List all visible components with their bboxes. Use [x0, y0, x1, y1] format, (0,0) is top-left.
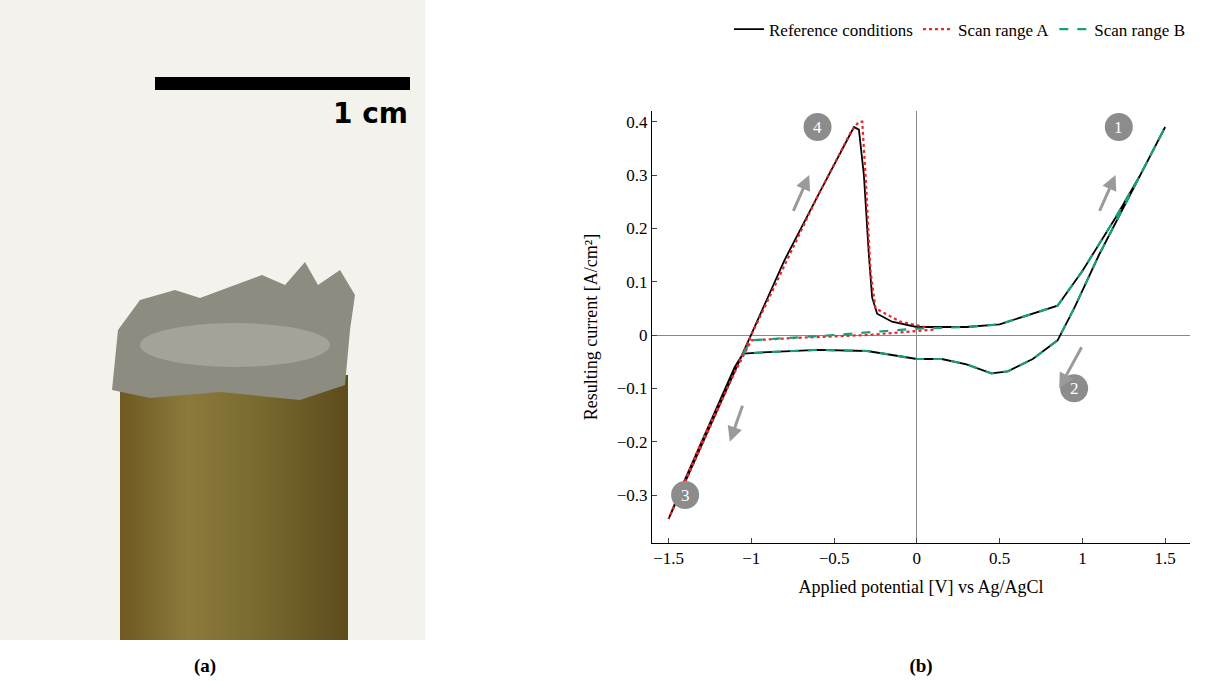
svg-text:0: 0 — [639, 326, 648, 345]
svg-text:−0.3: −0.3 — [617, 486, 648, 505]
svg-text:1.5: 1.5 — [1155, 549, 1176, 568]
svg-text:1: 1 — [1114, 118, 1123, 137]
svg-text:−1: −1 — [742, 549, 760, 568]
svg-text:Reference conditions: Reference conditions — [769, 21, 913, 40]
svg-text:0.2: 0.2 — [626, 219, 647, 238]
svg-text:−0.1: −0.1 — [617, 379, 648, 398]
svg-text:Applied potential [V] vs Ag/Ag: Applied potential [V] vs Ag/AgCl — [799, 577, 1044, 597]
svg-text:−0.2: −0.2 — [617, 433, 648, 452]
svg-text:2: 2 — [1070, 379, 1079, 398]
svg-text:0.5: 0.5 — [989, 549, 1010, 568]
svg-text:−1.5: −1.5 — [653, 549, 684, 568]
html-text:(a): (a) — [193, 655, 217, 676]
svg-text:0: 0 — [913, 549, 922, 568]
svg-text:1: 1 — [1078, 549, 1087, 568]
svg-text:0.1: 0.1 — [626, 273, 647, 292]
svg-text:Resulting current [A/cm²]: Resulting current [A/cm²] — [581, 234, 601, 420]
svg-text:1 cm: 1 cm — [333, 97, 408, 130]
svg-text:3: 3 — [681, 486, 690, 505]
svg-text:0.4: 0.4 — [626, 113, 648, 132]
svg-text:4: 4 — [813, 118, 822, 137]
svg-text:Scan range A: Scan range A — [958, 21, 1049, 40]
html-text:(b): (b) — [909, 655, 933, 676]
svg-text:Scan range B: Scan range B — [1094, 21, 1185, 40]
svg-text:−0.5: −0.5 — [819, 549, 850, 568]
svg-text:0.3: 0.3 — [626, 166, 647, 185]
